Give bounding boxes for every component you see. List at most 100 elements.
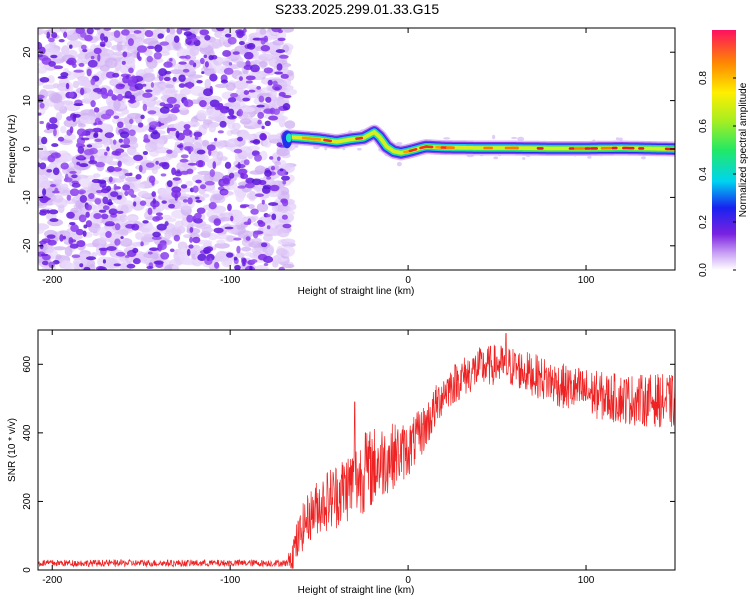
noise-blob: [60, 126, 67, 134]
top-y-tick-label: -10: [22, 190, 33, 205]
noise-blob: [195, 180, 202, 184]
noise-blob: [246, 75, 256, 80]
noise-blob: [166, 150, 172, 154]
noise-blob: [199, 29, 209, 35]
noise-blob: [148, 110, 157, 114]
noise-blob: [154, 44, 162, 52]
noise-blob: [166, 28, 170, 33]
noise-blob: [79, 163, 88, 167]
noise-blob: [196, 110, 206, 120]
noise-blob: [281, 176, 290, 181]
noise-blob: [268, 202, 278, 206]
noise-blob: [77, 128, 86, 136]
noise-blob: [257, 220, 263, 224]
noise-blob: [42, 188, 46, 196]
snr-series-line: [38, 333, 675, 568]
noise-blob: [116, 252, 126, 257]
signal-track-core: [325, 140, 331, 141]
noise-blob: [188, 74, 203, 78]
noise-blob: [156, 212, 163, 216]
noise-blob: [93, 173, 101, 178]
noise-blob: [246, 80, 253, 83]
noise-blob: [105, 231, 112, 238]
noise-blob: [282, 215, 288, 220]
noise-blob: [83, 92, 98, 100]
noise-blob: [137, 52, 140, 60]
noise-blob: [174, 36, 180, 43]
noise-blob: [282, 95, 291, 98]
noise-blob: [50, 184, 56, 187]
noise-blob: [86, 256, 96, 260]
noise-blob: [282, 200, 288, 207]
bottom-x-tick-label: -200: [42, 575, 62, 586]
noise-blob: [97, 179, 106, 183]
noise-blob: [237, 162, 240, 169]
noise-blob: [164, 221, 168, 226]
noise-blob: [397, 162, 402, 166]
noise-blob: [59, 39, 65, 42]
noise-blob: [88, 160, 97, 164]
noise-blob: [270, 185, 280, 192]
noise-blob: [128, 76, 137, 83]
noise-blob: [213, 228, 223, 234]
signal-onset: [286, 133, 292, 142]
noise-blob: [187, 82, 192, 89]
noise-blob: [158, 68, 167, 76]
noise-blob: [151, 82, 154, 88]
noise-blob: [40, 209, 49, 212]
noise-blob: [272, 255, 282, 264]
noise-blob: [69, 171, 77, 174]
noise-blob: [186, 215, 193, 223]
noise-blob: [85, 204, 92, 210]
noise-blob: [254, 154, 262, 161]
noise-blob: [155, 161, 159, 165]
noise-blob: [70, 244, 79, 249]
noise-blob: [91, 56, 95, 59]
noise-blob: [140, 241, 144, 246]
noise-blob: [227, 115, 237, 119]
noise-blob: [250, 209, 258, 215]
noise-blob: [216, 26, 224, 31]
signal-track-core: [410, 149, 416, 151]
noise-blob: [157, 23, 166, 34]
noise-blob: [271, 25, 281, 32]
noise-blob: [41, 253, 49, 256]
noise-blob: [249, 266, 252, 270]
noise-blob: [217, 105, 225, 110]
noise-blob: [168, 204, 175, 209]
noise-blob: [221, 190, 229, 194]
top-y-tick-label: 10: [22, 95, 33, 107]
noise-blob: [73, 70, 83, 73]
noise-blob: [263, 108, 273, 114]
noise-blob: [264, 170, 272, 177]
noise-blob: [142, 220, 148, 224]
noise-blob: [191, 37, 198, 42]
noise-blob: [641, 156, 646, 159]
noise-blob: [279, 55, 289, 59]
noise-blob: [146, 162, 155, 167]
noise-blob: [282, 180, 286, 184]
noise-blob: [120, 236, 123, 239]
noise-blob: [511, 137, 517, 139]
noise-blob: [79, 214, 87, 222]
noise-blob: [189, 60, 194, 65]
noise-blob: [134, 30, 142, 34]
noise-blob: [276, 248, 288, 256]
noise-blob: [98, 237, 106, 244]
noise-blob: [72, 254, 81, 258]
noise-blob: [277, 38, 285, 41]
noise-blob: [70, 224, 79, 232]
noise-blob: [184, 101, 188, 107]
noise-blob: [169, 28, 175, 35]
bottom-y-tick-label: 600: [22, 356, 33, 373]
noise-blob: [214, 262, 219, 269]
colorbar-gradient: [712, 30, 736, 270]
noise-blob: [112, 73, 119, 78]
noise-blob: [81, 45, 87, 50]
noise-blob: [151, 180, 154, 186]
noise-blob: [281, 74, 289, 79]
noise-blob: [282, 224, 291, 228]
noise-blob: [263, 234, 273, 242]
noise-blob: [128, 99, 137, 103]
noise-blob: [78, 63, 84, 67]
